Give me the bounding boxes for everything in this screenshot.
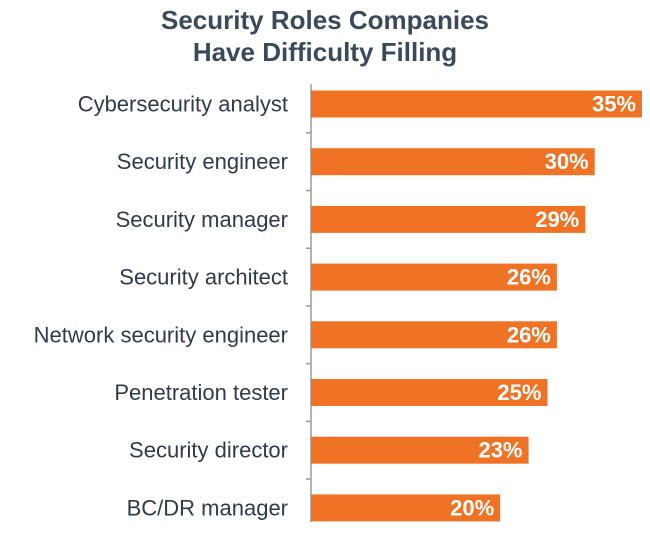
category-label: Security engineer bbox=[117, 149, 288, 174]
chart-title: Security Roles Companies Have Difficulty… bbox=[0, 4, 650, 68]
bar-value-label: 25% bbox=[497, 380, 541, 405]
bar-value-label: 30% bbox=[545, 149, 589, 174]
bar bbox=[311, 379, 548, 406]
category-label: Cybersecurity analyst bbox=[78, 92, 288, 117]
bar bbox=[311, 436, 529, 464]
bar-value-label: 35% bbox=[592, 92, 636, 117]
bar-value-label: 29% bbox=[535, 207, 579, 232]
category-label: Security architect bbox=[119, 265, 288, 290]
category-label: Security manager bbox=[116, 207, 288, 232]
chart-title-line-1: Security Roles Companies bbox=[161, 5, 489, 35]
bar-value-label: 26% bbox=[507, 265, 551, 290]
bar bbox=[311, 263, 557, 291]
category-label: BC/DR manager bbox=[127, 495, 288, 520]
category-label: Security director bbox=[129, 438, 288, 463]
bar bbox=[311, 494, 501, 522]
category-label: Penetration tester bbox=[114, 380, 288, 405]
bar-value-label: 20% bbox=[450, 495, 494, 520]
category-label: Network security engineer bbox=[34, 322, 288, 347]
bar bbox=[311, 205, 586, 233]
bar bbox=[311, 90, 642, 118]
chart-title-line-2: Have Difficulty Filling bbox=[192, 37, 458, 67]
bar-value-label: 23% bbox=[478, 438, 522, 463]
bar bbox=[311, 321, 557, 349]
bar bbox=[311, 148, 595, 176]
bar-value-label: 26% bbox=[507, 322, 551, 347]
